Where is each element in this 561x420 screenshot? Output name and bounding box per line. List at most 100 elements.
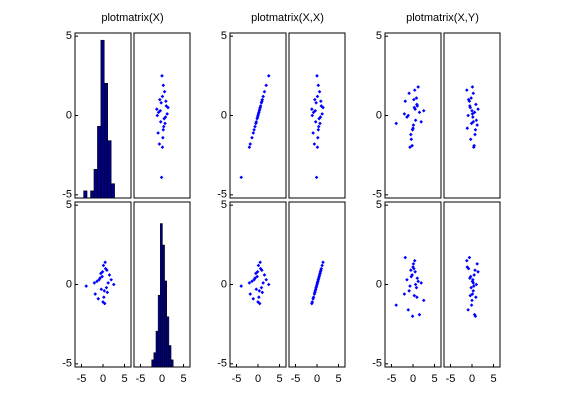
scatter-point <box>412 97 416 102</box>
scatter-point <box>470 112 475 116</box>
scatter-point <box>157 142 162 146</box>
scatter-point <box>313 287 318 292</box>
scatter-point <box>313 97 317 102</box>
scatter-point <box>409 268 413 273</box>
scatter-point <box>96 296 101 301</box>
scatter-point <box>475 262 479 266</box>
scatter-point <box>318 115 323 119</box>
scatter-point <box>317 273 322 277</box>
scatter-point <box>470 85 475 89</box>
scatter-point <box>250 279 254 284</box>
scatter-point <box>414 285 419 290</box>
scatter-point <box>316 279 320 284</box>
scatter-point <box>406 308 411 312</box>
y-tick-label: 5 <box>376 30 382 42</box>
scatter-point <box>315 145 320 150</box>
panel-frame <box>384 201 442 368</box>
y-tick-label: 5 <box>221 30 227 42</box>
scatter-point <box>468 104 472 108</box>
scatter-point <box>320 112 324 116</box>
histogram-bar <box>168 345 172 368</box>
scatter-point <box>415 295 419 299</box>
chart-title: plotmatrix(X) <box>101 12 163 24</box>
scatter-point <box>318 270 323 274</box>
y-tick-label: 5 <box>221 199 227 211</box>
scatter-point <box>410 143 414 148</box>
x-tick-label: 5 <box>121 373 127 385</box>
scatter-point <box>257 110 261 115</box>
x-tick-label: -5 <box>291 373 301 385</box>
scatter-point <box>314 284 319 288</box>
scatter-point <box>99 287 104 292</box>
scatter-point <box>475 123 479 127</box>
scatter-point <box>465 258 469 263</box>
scatter-point <box>251 131 256 135</box>
scatter-point <box>471 277 475 282</box>
x-tick-label: -5 <box>446 373 456 385</box>
scatter-point <box>469 96 473 100</box>
scatter-point <box>93 292 98 296</box>
histogram-bar <box>170 359 174 368</box>
scatter-point <box>411 262 416 266</box>
histogram-bar <box>153 352 157 368</box>
scatter-point <box>405 277 409 282</box>
histogram-bar <box>93 169 98 199</box>
scatter-point <box>314 101 318 105</box>
scatter-point <box>408 145 412 150</box>
scatter-point <box>161 124 166 129</box>
scatter-point <box>266 282 271 287</box>
scatter-point <box>476 270 480 274</box>
scatter-point <box>247 145 252 150</box>
y-tick-label: -5 <box>217 358 227 370</box>
scatter-point <box>415 104 420 108</box>
scatter-point <box>402 112 407 116</box>
scatter-point <box>311 110 316 115</box>
scatter-point <box>103 260 107 265</box>
scatter-point <box>417 312 422 317</box>
scatter-point <box>470 108 474 113</box>
scatter-point <box>95 279 99 284</box>
scatter-point <box>310 107 314 111</box>
histogram-bar <box>157 295 161 368</box>
scatter-point <box>166 105 170 110</box>
scatter-point <box>470 279 475 284</box>
scatter-point <box>310 113 315 118</box>
scatter-point <box>164 99 168 104</box>
scatter-point <box>321 105 325 110</box>
scatter-point <box>255 116 259 121</box>
scatter-point <box>474 102 478 107</box>
scatter-point <box>472 312 477 317</box>
scatter-point <box>102 289 107 293</box>
scatter-point <box>320 263 324 268</box>
histogram-bar <box>104 82 108 199</box>
x-tick-label: 5 <box>180 373 186 385</box>
scatter-point <box>413 118 418 123</box>
x-tick-label: 5 <box>276 373 282 385</box>
panel-frame <box>443 32 501 199</box>
scatter-point <box>315 74 319 78</box>
y-tick-label: -5 <box>372 358 382 370</box>
panel-frame <box>74 201 132 368</box>
scatter-point <box>417 110 422 115</box>
scatter-point <box>469 285 473 290</box>
scatter-point <box>470 292 475 296</box>
x-tick-label: -5 <box>387 373 397 385</box>
scatter-point <box>105 268 109 273</box>
scatter-point <box>248 292 253 296</box>
scatter-point <box>161 83 166 88</box>
scatter-point <box>466 308 470 312</box>
scatter-point <box>471 115 475 119</box>
scatter-point <box>163 115 168 119</box>
scatter-point <box>255 274 259 279</box>
histogram-bar <box>166 316 170 368</box>
chart-title: plotmatrix(X,X) <box>251 12 324 24</box>
x-tick-label: 0 <box>314 373 320 385</box>
scatter-point <box>316 83 321 88</box>
scatter-point <box>316 124 321 129</box>
scatter-point <box>260 97 265 102</box>
x-tick-label: 5 <box>335 373 341 385</box>
histogram-bar <box>83 190 88 199</box>
scatter-point <box>419 281 423 285</box>
